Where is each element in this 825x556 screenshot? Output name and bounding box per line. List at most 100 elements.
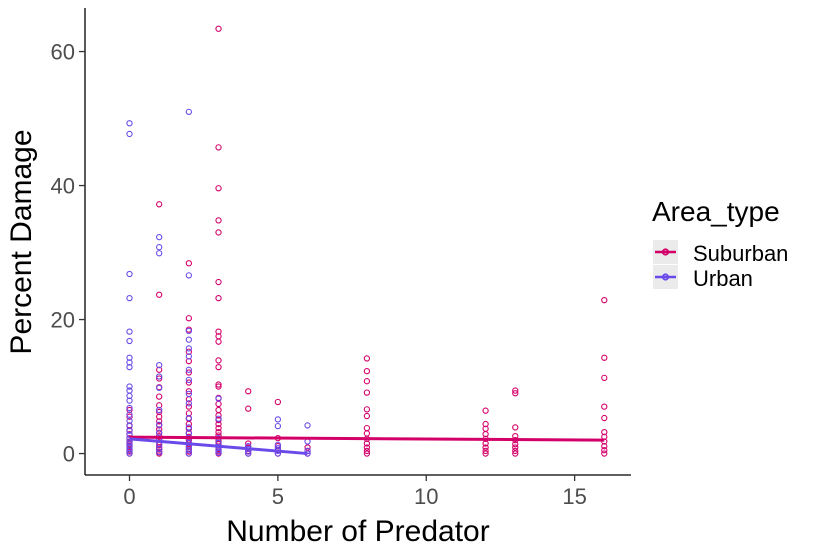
point-suburban-68 bbox=[215, 406, 222, 414]
point-suburban-47 bbox=[185, 388, 193, 395]
point-suburban-78 bbox=[215, 294, 222, 302]
x-tick-label-5: 5 bbox=[272, 484, 284, 509]
point-suburban-128 bbox=[512, 390, 519, 397]
point-suburban-53 bbox=[185, 315, 193, 322]
point-suburban-69 bbox=[215, 400, 222, 408]
point-suburban-80 bbox=[215, 229, 222, 236]
point-suburban-139 bbox=[601, 354, 608, 361]
point-suburban-130 bbox=[601, 450, 608, 457]
point-suburban-64 bbox=[215, 424, 222, 432]
point-suburban-84 bbox=[215, 25, 222, 32]
legend-title: Area_type bbox=[652, 196, 780, 227]
trend-line-urban bbox=[129, 437, 308, 456]
point-urban-52 bbox=[185, 336, 193, 343]
point-suburban-71 bbox=[215, 383, 222, 390]
point-urban-36 bbox=[156, 244, 163, 251]
point-urban-46 bbox=[185, 400, 193, 407]
point-urban-48 bbox=[185, 376, 193, 384]
point-suburban-119 bbox=[482, 420, 489, 428]
point-urban-76 bbox=[304, 422, 311, 429]
point-suburban-25 bbox=[156, 408, 163, 416]
point-suburban-136 bbox=[601, 414, 608, 422]
point-urban-30 bbox=[156, 421, 163, 428]
point-suburban-105 bbox=[363, 424, 371, 432]
point-urban-39 bbox=[185, 447, 193, 454]
point-urban-33 bbox=[156, 373, 163, 380]
point-suburban-114 bbox=[482, 444, 489, 451]
axes-layer bbox=[84, 8, 631, 476]
point-suburban-29 bbox=[156, 375, 163, 382]
point-suburban-101 bbox=[363, 444, 371, 451]
points-layer bbox=[126, 25, 608, 457]
point-suburban-121 bbox=[512, 450, 519, 457]
point-urban-18 bbox=[126, 354, 133, 361]
point-urban-32 bbox=[156, 384, 163, 392]
point-urban-47 bbox=[185, 390, 193, 398]
point-suburban-72 bbox=[215, 381, 222, 388]
point-urban-61 bbox=[215, 415, 222, 422]
point-suburban-49 bbox=[185, 369, 193, 376]
point-suburban-124 bbox=[512, 441, 519, 448]
point-suburban-109 bbox=[363, 378, 371, 385]
point-urban-51 bbox=[185, 345, 193, 352]
point-urban-50 bbox=[185, 353, 193, 360]
point-suburban-63 bbox=[215, 428, 222, 436]
x-tick-label-10: 10 bbox=[414, 484, 438, 509]
point-urban-10 bbox=[126, 411, 133, 418]
ticks-layer: 0 5 10 15 0 20 40 60 bbox=[51, 40, 587, 509]
point-suburban-79 bbox=[215, 278, 222, 286]
point-suburban-48 bbox=[185, 379, 193, 386]
point-suburban-122 bbox=[512, 447, 519, 455]
point-suburban-131 bbox=[601, 447, 608, 454]
point-urban-38 bbox=[185, 450, 193, 457]
point-suburban-89 bbox=[245, 405, 252, 412]
point-suburban-113 bbox=[482, 447, 489, 455]
point-suburban-77 bbox=[215, 328, 222, 335]
point-suburban-82 bbox=[215, 185, 222, 192]
point-suburban-81 bbox=[215, 217, 222, 224]
point-suburban-98 bbox=[304, 444, 311, 451]
point-urban-29 bbox=[156, 429, 163, 436]
trend-layer bbox=[129, 435, 605, 456]
point-suburban-104 bbox=[363, 430, 371, 437]
point-urban-24 bbox=[126, 120, 133, 127]
point-suburban-108 bbox=[363, 389, 371, 396]
point-urban-54 bbox=[185, 272, 193, 279]
point-suburban-31 bbox=[156, 291, 163, 298]
point-suburban-137 bbox=[601, 403, 608, 410]
point-suburban-74 bbox=[215, 357, 222, 364]
legend-point-urban bbox=[661, 273, 670, 281]
point-urban-19 bbox=[126, 337, 133, 345]
point-suburban-100 bbox=[363, 447, 371, 455]
point-urban-35 bbox=[156, 250, 163, 257]
x-axis-title: Number of Predator bbox=[226, 515, 489, 548]
point-suburban-107 bbox=[363, 406, 371, 413]
y-tick-label-20: 20 bbox=[51, 308, 75, 333]
point-urban-70 bbox=[274, 441, 282, 448]
point-urban-2 bbox=[126, 445, 133, 452]
point-suburban-110 bbox=[363, 367, 371, 375]
point-urban-71 bbox=[274, 422, 282, 430]
point-suburban-27 bbox=[156, 393, 163, 400]
x-tick-label-15: 15 bbox=[562, 484, 586, 509]
legend: Area_type Suburban Urban bbox=[652, 196, 788, 291]
x-tick-label-0: 0 bbox=[123, 484, 135, 509]
point-suburban-75 bbox=[215, 338, 222, 345]
point-suburban-123 bbox=[512, 444, 519, 451]
point-urban-15 bbox=[126, 383, 133, 390]
legend-label-suburban: Suburban bbox=[693, 241, 788, 266]
point-urban-23 bbox=[126, 130, 133, 138]
y-tick-label-60: 60 bbox=[51, 40, 75, 65]
point-suburban-90 bbox=[245, 388, 252, 395]
point-urban-37 bbox=[156, 233, 163, 241]
point-suburban-120 bbox=[482, 407, 489, 414]
point-suburban-106 bbox=[363, 412, 371, 420]
point-urban-9 bbox=[126, 417, 133, 424]
point-suburban-45 bbox=[185, 403, 193, 410]
point-urban-53 bbox=[185, 327, 193, 335]
point-urban-45 bbox=[185, 414, 193, 422]
point-suburban-10 bbox=[126, 413, 133, 420]
point-suburban-83 bbox=[215, 144, 222, 151]
point-suburban-138 bbox=[601, 374, 608, 381]
